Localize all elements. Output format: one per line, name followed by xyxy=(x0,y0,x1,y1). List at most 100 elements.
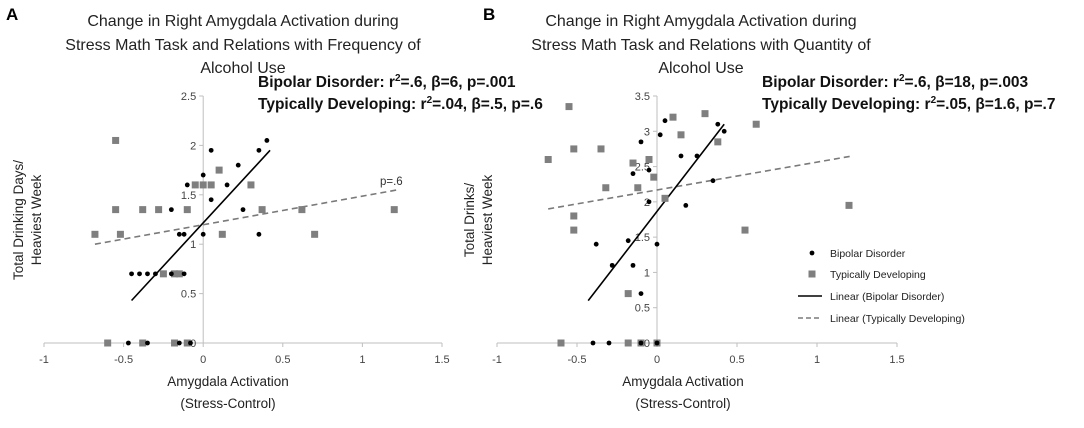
td-point xyxy=(183,206,191,214)
bd-point xyxy=(168,207,174,213)
bd-point xyxy=(168,271,174,277)
bd-point xyxy=(264,138,270,143)
x-axis-label: (Stress-Control) xyxy=(180,396,275,411)
bd-point xyxy=(184,182,190,188)
td-point xyxy=(199,181,207,189)
td-point xyxy=(139,339,147,347)
y-axis-label: Total Drinking Days/ xyxy=(11,160,26,280)
y-axis-label-group: Total Drinking Days/Heaviest Week xyxy=(11,160,44,280)
legend-bd-label: Bipolar Disorder xyxy=(830,248,906,260)
y-tick-label: 2.5 xyxy=(181,91,196,103)
y-axis-label: Heaviest Week xyxy=(480,174,495,265)
y-tick-label: 0.5 xyxy=(181,289,196,301)
bd-point xyxy=(235,162,241,168)
td-point xyxy=(215,166,223,174)
y-tick-label: 1 xyxy=(190,239,196,251)
td-point xyxy=(104,339,112,347)
td-point xyxy=(191,181,199,189)
bd-point xyxy=(715,121,721,127)
td-point xyxy=(207,181,215,189)
y-tick-label: 2 xyxy=(190,140,196,152)
stats-values: =.6, β=6, p=.001 xyxy=(401,74,516,91)
stats-line: Bipolar Disorder: r2=.6, β=6, p=.001 xyxy=(258,73,516,91)
td-point xyxy=(171,270,179,278)
td-point xyxy=(112,206,120,214)
stats-label: Typically Developing: xyxy=(762,96,925,113)
bd-point xyxy=(129,271,134,277)
chart-title-line: Stress Math Task and Relations with Quan… xyxy=(531,37,871,54)
x-tick-label: 1 xyxy=(814,354,820,366)
bd-point xyxy=(609,262,615,268)
bd-point xyxy=(188,340,193,346)
td-point xyxy=(390,206,398,214)
td-point xyxy=(669,113,677,121)
y-tick-label: 3 xyxy=(644,126,650,138)
bd-point xyxy=(200,172,206,178)
stats-r: r xyxy=(389,74,395,91)
td-trend-line xyxy=(548,155,853,210)
td-point xyxy=(570,226,578,234)
td-point xyxy=(116,230,124,238)
stats-r: r xyxy=(893,74,899,91)
td-point xyxy=(91,230,99,238)
td-point xyxy=(544,156,552,164)
td-point xyxy=(183,339,191,347)
chart-title-line: Alcohol Use xyxy=(200,60,285,77)
td-point xyxy=(159,270,167,278)
x-tick-label: 1 xyxy=(359,354,365,366)
td-point xyxy=(741,226,749,234)
bd-trend-line xyxy=(130,149,271,302)
stats-sup: 2 xyxy=(395,73,401,84)
legend-bd-marker xyxy=(809,250,815,256)
bd-point xyxy=(678,153,684,159)
stats-sup: 2 xyxy=(899,73,905,84)
y-axis-label: Heaviest Week xyxy=(29,174,44,265)
chart-title-line: Change in Right Amygdala Activation duri… xyxy=(87,13,398,30)
td-point xyxy=(139,206,147,214)
stats-values: =.04, β=.5, p=.6 xyxy=(432,96,543,113)
y-tick-label: 1 xyxy=(644,267,650,279)
bd-point xyxy=(240,207,246,213)
x-tick-label: -1 xyxy=(492,354,502,366)
td-point xyxy=(624,339,632,347)
bd-point xyxy=(638,340,644,346)
legend-td-label: Typically Developing xyxy=(830,269,926,281)
y-tick-label: 0.5 xyxy=(635,303,650,315)
y-tick-label: 3.5 xyxy=(635,91,650,103)
td-point xyxy=(752,120,760,128)
y-axis-label-group: Total Drinks/Heaviest Week xyxy=(462,174,495,265)
x-tick-label: 0.5 xyxy=(729,354,744,366)
bd-point xyxy=(590,340,596,346)
td-point xyxy=(645,156,653,164)
td-point xyxy=(624,290,632,298)
td-point xyxy=(634,184,642,192)
bd-point xyxy=(630,262,636,268)
bd-point xyxy=(657,132,663,138)
legend-td-line-label: Linear (Typically Developing) xyxy=(830,313,965,325)
td-point xyxy=(570,145,578,153)
stats-line: Bipolar Disorder: r2=.6, β=18, p=.003 xyxy=(762,73,1029,91)
bd-point xyxy=(625,238,631,244)
bd-point xyxy=(606,340,612,346)
bd-point xyxy=(176,340,182,346)
bd-point xyxy=(721,128,727,134)
bd-point xyxy=(208,147,214,153)
bd-point xyxy=(181,271,187,277)
td-point xyxy=(629,159,637,167)
bd-point xyxy=(662,118,668,124)
stats-r: r xyxy=(421,96,427,113)
td-point xyxy=(311,230,319,238)
td-point xyxy=(171,339,179,347)
td-point xyxy=(247,181,255,189)
bd-point xyxy=(208,197,214,203)
bd-point xyxy=(200,231,206,237)
td-point xyxy=(845,201,853,209)
x-tick-label: -0.5 xyxy=(114,354,133,366)
stats-values: =.05, β=1.6, p=.7 xyxy=(936,96,1055,113)
td-point xyxy=(661,194,669,202)
bd-point xyxy=(137,271,142,277)
x-tick-label: 0.5 xyxy=(275,354,290,366)
td-point xyxy=(701,110,709,118)
y-tick-label: 1.5 xyxy=(181,190,196,202)
